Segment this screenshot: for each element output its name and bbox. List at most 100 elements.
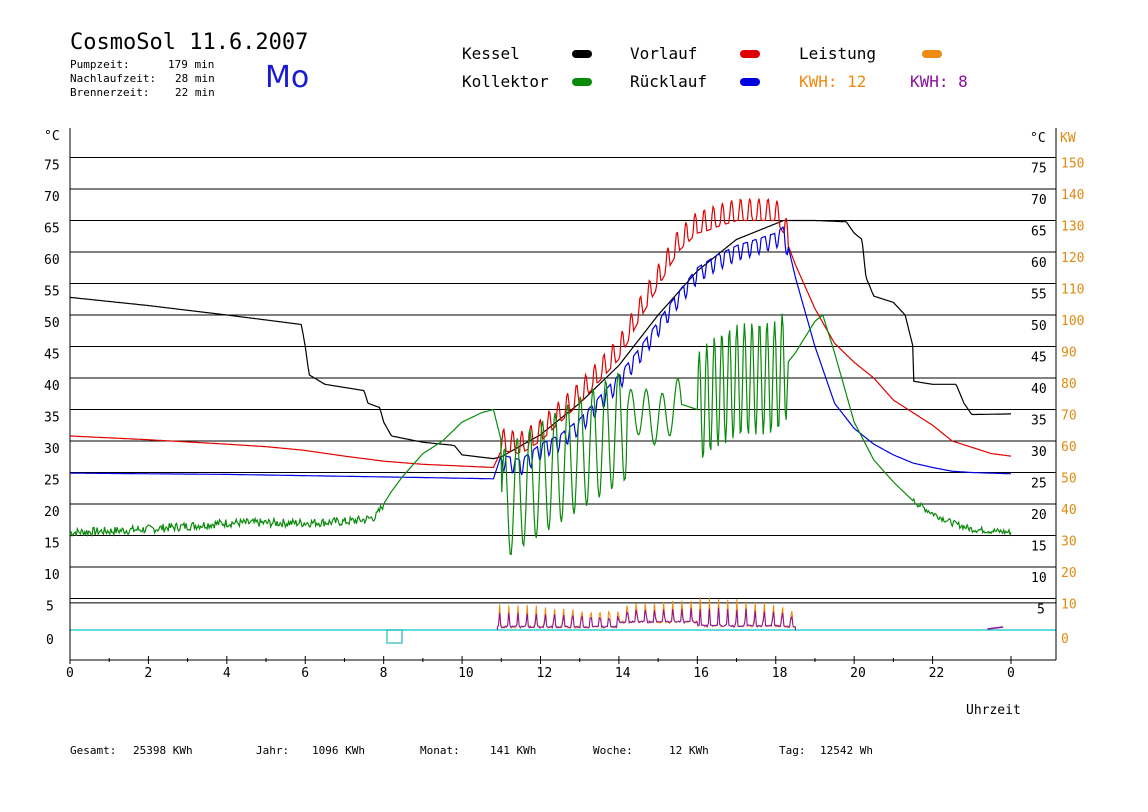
y-left-tick-0: 0 <box>46 633 54 648</box>
legend-kwh-leistung: KWH: 12 <box>799 72 867 91</box>
y-right-tick-20: 20 <box>1031 508 1047 523</box>
y-left-tick-50: 50 <box>44 316 60 331</box>
x-tick-label-6: 12 <box>537 666 553 681</box>
legend-kwh-second: KWH: 8 <box>910 72 968 91</box>
legend-vorlauf-label: Vorlauf <box>630 44 698 63</box>
kw-tick-90: 90 <box>1061 346 1077 361</box>
footer-gesamt-label: Gesamt: <box>70 744 117 757</box>
y-left-tick-45: 45 <box>44 348 60 363</box>
legend-leistung-label: Leistung <box>799 44 877 63</box>
y-left-tick-40: 40 <box>44 379 60 394</box>
kw-tick-130: 130 <box>1061 220 1084 235</box>
y-left-tick-75: 75 <box>44 159 60 174</box>
legend-kollektor-marker <box>572 78 592 86</box>
y-right-tick-65: 65 <box>1031 225 1047 240</box>
legend-leistung-marker <box>922 50 942 58</box>
kw-series-1 <box>496 607 796 630</box>
x-axis-title: Uhrzeit <box>966 703 1021 718</box>
kw-tick-0: 0 <box>1061 632 1069 647</box>
y-left-axis-title: °C <box>44 129 60 144</box>
legend-kessel-marker <box>572 50 592 58</box>
footer-tag-value: 12542 Wh <box>820 744 873 757</box>
x-tick-label-10: 20 <box>850 666 866 681</box>
y-left-tick-30: 30 <box>44 442 60 457</box>
kw-tick-120: 120 <box>1061 251 1084 266</box>
footer-woche-value: 12 KWh <box>669 744 709 757</box>
kw-tick-40: 40 <box>1061 503 1077 518</box>
footer-gesamt-value: 25398 KWh <box>133 744 193 757</box>
y-left-tick-10: 10 <box>44 568 60 583</box>
footer-woche-label: Woche: <box>593 744 633 757</box>
kw-tick-70: 70 <box>1061 409 1077 424</box>
y-right-axis-title: °C <box>1030 131 1046 146</box>
y-right-tick-60: 60 <box>1031 256 1047 271</box>
legend-kollektor-label: Kollektor <box>462 72 549 91</box>
x-tick-label-3: 6 <box>301 666 309 681</box>
y-right-tick-10: 10 <box>1031 571 1047 586</box>
x-tick-label-8: 16 <box>693 666 709 681</box>
series-line-vorlauf <box>70 198 1012 469</box>
y-right-tick-40: 40 <box>1031 382 1047 397</box>
kw-tick-30: 30 <box>1061 535 1077 550</box>
y-right-tick-45: 45 <box>1031 351 1047 366</box>
y-left-tick-70: 70 <box>44 190 60 205</box>
kw-axis-title: KW <box>1060 131 1076 146</box>
y-right-tick-15: 15 <box>1031 540 1047 555</box>
legend-vorlauf-marker <box>740 50 760 58</box>
x-tick-label-5: 10 <box>458 666 474 681</box>
stat-nachlauf-value: 28 min <box>175 72 215 85</box>
x-tick-label-2: 4 <box>223 666 231 681</box>
x-tick-label-0: 0 <box>66 666 74 681</box>
weekday-label: Mo <box>265 60 310 95</box>
legend-ruecklauf-marker <box>740 78 760 86</box>
kw-tick-100: 100 <box>1061 314 1084 329</box>
y-right-tick-35: 35 <box>1031 414 1047 429</box>
kw-tail <box>987 626 1004 630</box>
kw-tick-110: 110 <box>1061 283 1084 298</box>
baseline-marker <box>386 629 403 644</box>
y-left-tick-65: 65 <box>44 222 60 237</box>
footer-monat-label: Monat: <box>420 744 460 757</box>
stat-brenner-value: 22 min <box>175 86 215 99</box>
y-right-tick-55: 55 <box>1031 288 1047 303</box>
y-left-tick-60: 60 <box>44 253 60 268</box>
x-tick-label-9: 18 <box>772 666 788 681</box>
y-left-tick-35: 35 <box>44 411 60 426</box>
x-tick-label-4: 8 <box>380 666 388 681</box>
chart-title: CosmoSol 11.6.2007 <box>70 30 309 55</box>
stat-pump-value: 179 min <box>168 58 215 71</box>
y-right-tick-75: 75 <box>1031 162 1047 177</box>
legend-kessel-label: Kessel <box>462 44 520 63</box>
y-right-tick-50: 50 <box>1031 319 1047 334</box>
y-right-tick-25: 25 <box>1031 477 1047 492</box>
footer-jahr-value: 1096 KWh <box>312 744 365 757</box>
y-left-tick-5: 5 <box>46 600 54 615</box>
legend-ruecklauf-label: Rücklauf <box>630 72 708 91</box>
x-tick-label-11: 22 <box>929 666 945 681</box>
y-right-tick-30: 30 <box>1031 445 1047 460</box>
kw-tick-80: 80 <box>1061 377 1077 392</box>
stat-nachlauf-label: Nachlaufzeit: <box>70 72 157 85</box>
stat-brenner-label: Brennerzeit: <box>70 86 150 99</box>
y-left-tick-20: 20 <box>44 505 60 520</box>
y-left-tick-15: 15 <box>44 537 60 552</box>
kw-tick-140: 140 <box>1061 188 1084 203</box>
x-tick-label-1: 2 <box>144 666 152 681</box>
kw-tick-10: 10 <box>1061 598 1077 613</box>
kw-tick-20: 20 <box>1061 566 1077 581</box>
kw-tick-50: 50 <box>1061 472 1077 487</box>
y-left-tick-25: 25 <box>44 474 60 489</box>
y-right-tick-70: 70 <box>1031 193 1047 208</box>
y-right-tick-5: 5 <box>1037 603 1045 618</box>
kw-tick-60: 60 <box>1061 440 1077 455</box>
x-tick-label-12: 0 <box>1007 666 1015 681</box>
kw-tick-150: 150 <box>1061 157 1084 172</box>
footer-tag-label: Tag: <box>779 744 806 757</box>
footer-jahr-label: Jahr: <box>256 744 290 757</box>
footer-monat-value: 141 KWh <box>490 744 537 757</box>
y-left-tick-55: 55 <box>44 285 60 300</box>
x-tick-label-7: 14 <box>615 666 631 681</box>
stat-pump-label: Pumpzeit: <box>70 58 130 71</box>
series-line-kollektor <box>69 313 1012 556</box>
